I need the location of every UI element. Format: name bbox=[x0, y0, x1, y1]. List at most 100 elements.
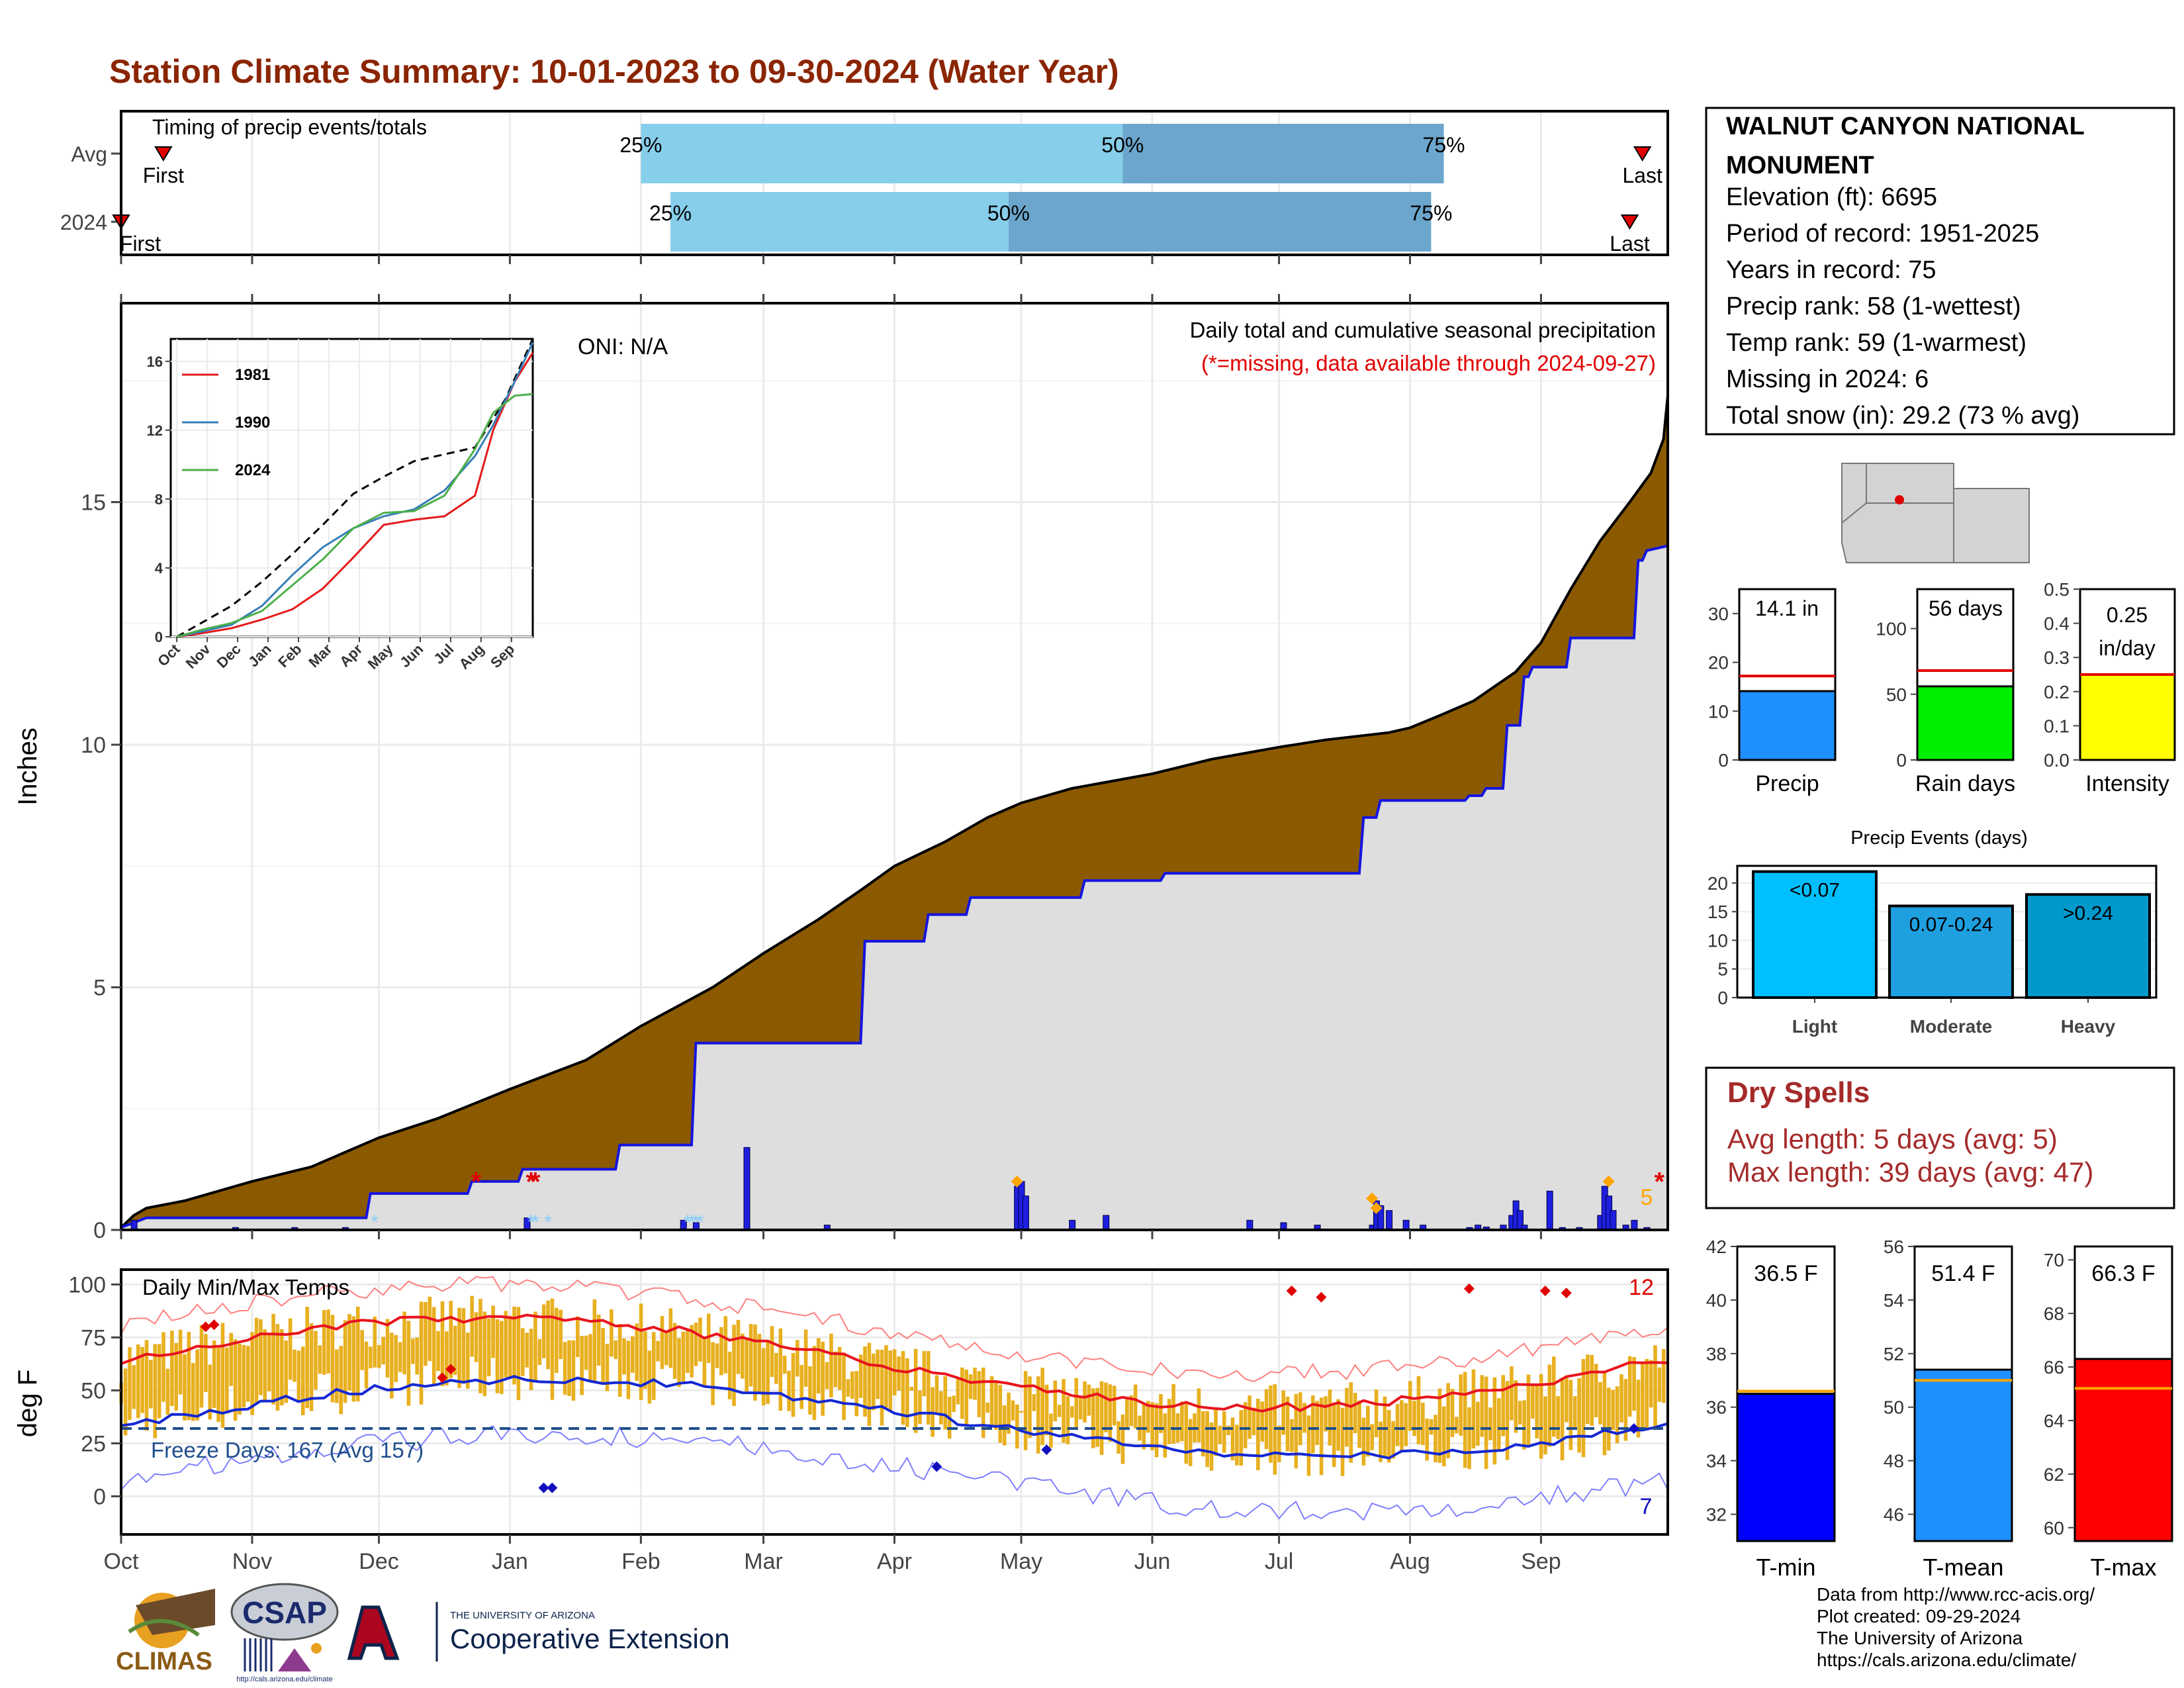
daily-temp-bar bbox=[1083, 1381, 1087, 1423]
daily-temp-bar bbox=[465, 1333, 470, 1389]
daily-temp-bar bbox=[225, 1347, 229, 1414]
daily-temp-bar bbox=[559, 1309, 563, 1360]
daily-temp-bar bbox=[846, 1379, 850, 1397]
snow-marker: * bbox=[527, 1211, 535, 1233]
precip-note: Daily total and cumulative seasonal prec… bbox=[1190, 318, 1656, 342]
daily-temp-bar bbox=[576, 1316, 580, 1358]
tmax-label: T-max bbox=[2090, 1554, 2156, 1581]
daily-temp-bar bbox=[901, 1351, 905, 1425]
daily-temp-bar bbox=[994, 1382, 998, 1430]
daily-temp-bar bbox=[1577, 1378, 1581, 1453]
daily-temp-bar bbox=[816, 1338, 821, 1394]
daily-temp-bar bbox=[1116, 1421, 1120, 1454]
last-marker bbox=[1620, 214, 1639, 230]
climas-text: CLIMAS bbox=[116, 1648, 212, 1675]
daily-precip-bar bbox=[1069, 1219, 1076, 1231]
average-cumulative-area bbox=[121, 545, 1668, 1230]
daily-temp-bar bbox=[1336, 1399, 1340, 1451]
daily-temp-bar bbox=[500, 1321, 504, 1394]
daily-temp-bar bbox=[1539, 1374, 1543, 1459]
csap-mountain bbox=[278, 1648, 311, 1671]
y-tick-label: 10 bbox=[81, 733, 106, 758]
daily-temp-bar bbox=[1277, 1425, 1281, 1462]
daily-temp-bar bbox=[719, 1327, 723, 1376]
daily-temp-bar bbox=[580, 1336, 584, 1395]
event-category: Moderate bbox=[1910, 1016, 1992, 1037]
daily-temp-bar bbox=[668, 1308, 673, 1368]
daily-temp-bar bbox=[1387, 1410, 1391, 1463]
daily-precip-bar bbox=[743, 1147, 751, 1231]
intensity-label: Intensity bbox=[2085, 771, 2169, 796]
daily-temp-bar bbox=[1510, 1366, 1514, 1421]
daily-temp-bar bbox=[1476, 1401, 1480, 1446]
missing-marker: * bbox=[1654, 1168, 1664, 1197]
oni-label: ONI: N/A bbox=[578, 334, 668, 359]
daily-temp-bar bbox=[343, 1320, 347, 1403]
daily-temp-bar bbox=[1408, 1381, 1412, 1431]
tbar-y-tick: 46 bbox=[1884, 1505, 1904, 1525]
bar-y-tick: 0.0 bbox=[2044, 750, 2070, 771]
snow-marker: * bbox=[696, 1211, 704, 1233]
daily-temp-bar bbox=[1256, 1399, 1260, 1470]
daily-temp-bar bbox=[1011, 1400, 1015, 1421]
dry-max-length: Max length: 39 days (avg: 47) bbox=[1727, 1156, 2093, 1188]
daily-temp-bar bbox=[745, 1338, 749, 1392]
daily-temp-bar bbox=[406, 1321, 411, 1406]
daily-temp-bar bbox=[1649, 1360, 1653, 1408]
daily-temp-bar bbox=[1615, 1386, 1619, 1444]
daily-temp-bar bbox=[1197, 1388, 1201, 1442]
daily-temp-bar bbox=[1070, 1406, 1074, 1418]
daily-precip-bar bbox=[1402, 1219, 1410, 1231]
month-label: Oct bbox=[104, 1549, 139, 1574]
first-label: First bbox=[143, 164, 184, 187]
daily-temp-bar bbox=[436, 1331, 440, 1372]
daily-temp-bar bbox=[275, 1324, 280, 1411]
tmean-value: 51.4 F bbox=[1931, 1261, 1995, 1286]
locator-map bbox=[1841, 462, 2031, 563]
tmean-label: T-mean bbox=[1923, 1554, 2003, 1581]
daily-temp-bar bbox=[766, 1340, 770, 1404]
daily-temp-bar bbox=[1488, 1407, 1492, 1440]
legend-label: 1981 bbox=[235, 366, 270, 384]
timing-q1-bar bbox=[641, 124, 1123, 183]
daily-temp-bar bbox=[1645, 1358, 1649, 1430]
daily-temp-bar bbox=[533, 1311, 537, 1382]
daily-precip-bar bbox=[1103, 1215, 1110, 1231]
month-label: Nov bbox=[232, 1549, 272, 1574]
record-low-line bbox=[120, 1425, 1668, 1521]
daily-temp-bar bbox=[571, 1340, 576, 1401]
state-shape bbox=[1841, 463, 2030, 563]
daily-temp-bar bbox=[1188, 1419, 1193, 1466]
daily-temp-bar bbox=[149, 1360, 153, 1409]
daily-temp-bar bbox=[998, 1384, 1003, 1443]
record-high-line bbox=[120, 1276, 1668, 1382]
tbar-y-tick: 40 bbox=[1706, 1290, 1727, 1311]
daily-temp-bar bbox=[1627, 1356, 1632, 1417]
y-axis-label: Inches bbox=[13, 727, 42, 806]
inset-y-tick: 16 bbox=[147, 353, 163, 370]
daily-temp-bar bbox=[1235, 1425, 1239, 1466]
timing-q2-bar bbox=[1008, 192, 1432, 252]
inset-y-tick: 8 bbox=[155, 491, 163, 508]
tbar-y-tick: 60 bbox=[2044, 1518, 2064, 1538]
daily-temp-bar bbox=[250, 1332, 254, 1415]
daily-temp-bar bbox=[495, 1319, 500, 1393]
daily-temp-bar bbox=[339, 1346, 343, 1415]
freeze-days-label: Freeze Days: 167 (Avg 157) bbox=[151, 1438, 424, 1462]
bar-y-tick: 50 bbox=[1886, 684, 1907, 705]
daily-temp-bar bbox=[1437, 1388, 1442, 1463]
daily-temp-bar bbox=[952, 1395, 956, 1413]
timing-row-label: 2024 bbox=[60, 211, 107, 234]
daily-temp-bar bbox=[829, 1333, 833, 1398]
daily-temp-bar bbox=[757, 1334, 762, 1394]
daily-temp-bar bbox=[419, 1301, 424, 1405]
daily-temp-bar bbox=[732, 1325, 736, 1407]
y-tick-label: 15 bbox=[81, 491, 106, 516]
daily-temp-bar bbox=[1091, 1388, 1095, 1448]
daily-temp-bar bbox=[702, 1337, 707, 1385]
timing-q1-bar bbox=[670, 192, 1009, 252]
daily-temp-bar bbox=[782, 1356, 787, 1374]
daily-temp-bar bbox=[440, 1301, 445, 1387]
daily-temp-bar bbox=[1653, 1345, 1657, 1429]
daily-temp-bar bbox=[1467, 1407, 1471, 1470]
